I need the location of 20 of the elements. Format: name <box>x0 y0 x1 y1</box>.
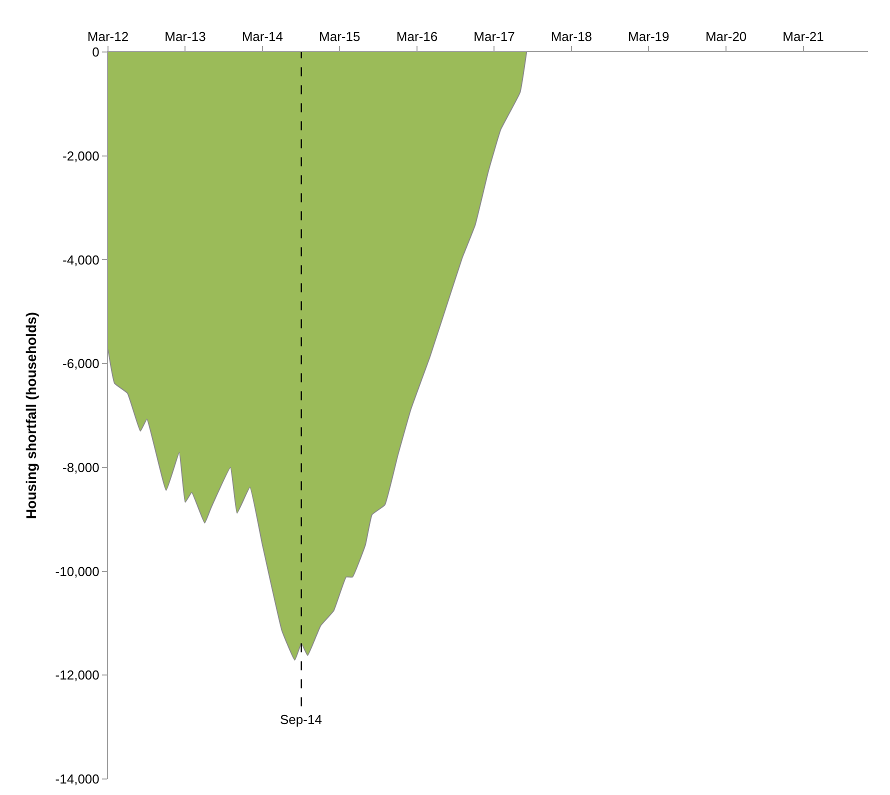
y-axis-title: Housing shortfall (households) <box>22 312 39 519</box>
y-tick-label: -10,000 <box>55 564 100 579</box>
y-tick-label: -6,000 <box>62 356 100 372</box>
x-tick-label: Mar-14 <box>242 28 284 44</box>
ref-line-label: Sep-14 <box>280 712 322 727</box>
y-tick-label: -12,000 <box>55 668 100 683</box>
x-tick-label: Mar-19 <box>628 28 670 44</box>
y-tick-label: 0 <box>92 44 100 60</box>
x-tick-label: Mar-16 <box>396 28 438 44</box>
x-tick-label: Mar-15 <box>319 28 360 44</box>
x-tick-label: Mar-17 <box>474 28 515 44</box>
y-tick-label: -14,000 <box>55 772 100 787</box>
x-tick-label: Mar-18 <box>550 28 592 44</box>
y-tick-label: -8,000 <box>62 460 100 475</box>
y-tick-label: -4,000 <box>62 252 100 268</box>
x-tick-label: Mar-13 <box>164 28 206 44</box>
x-tick-label: Mar-21 <box>782 28 824 44</box>
y-tick-label: -2,000 <box>62 148 100 164</box>
x-tick-label: Mar-20 <box>705 28 747 44</box>
x-tick-label: Mar-12 <box>87 28 129 44</box>
